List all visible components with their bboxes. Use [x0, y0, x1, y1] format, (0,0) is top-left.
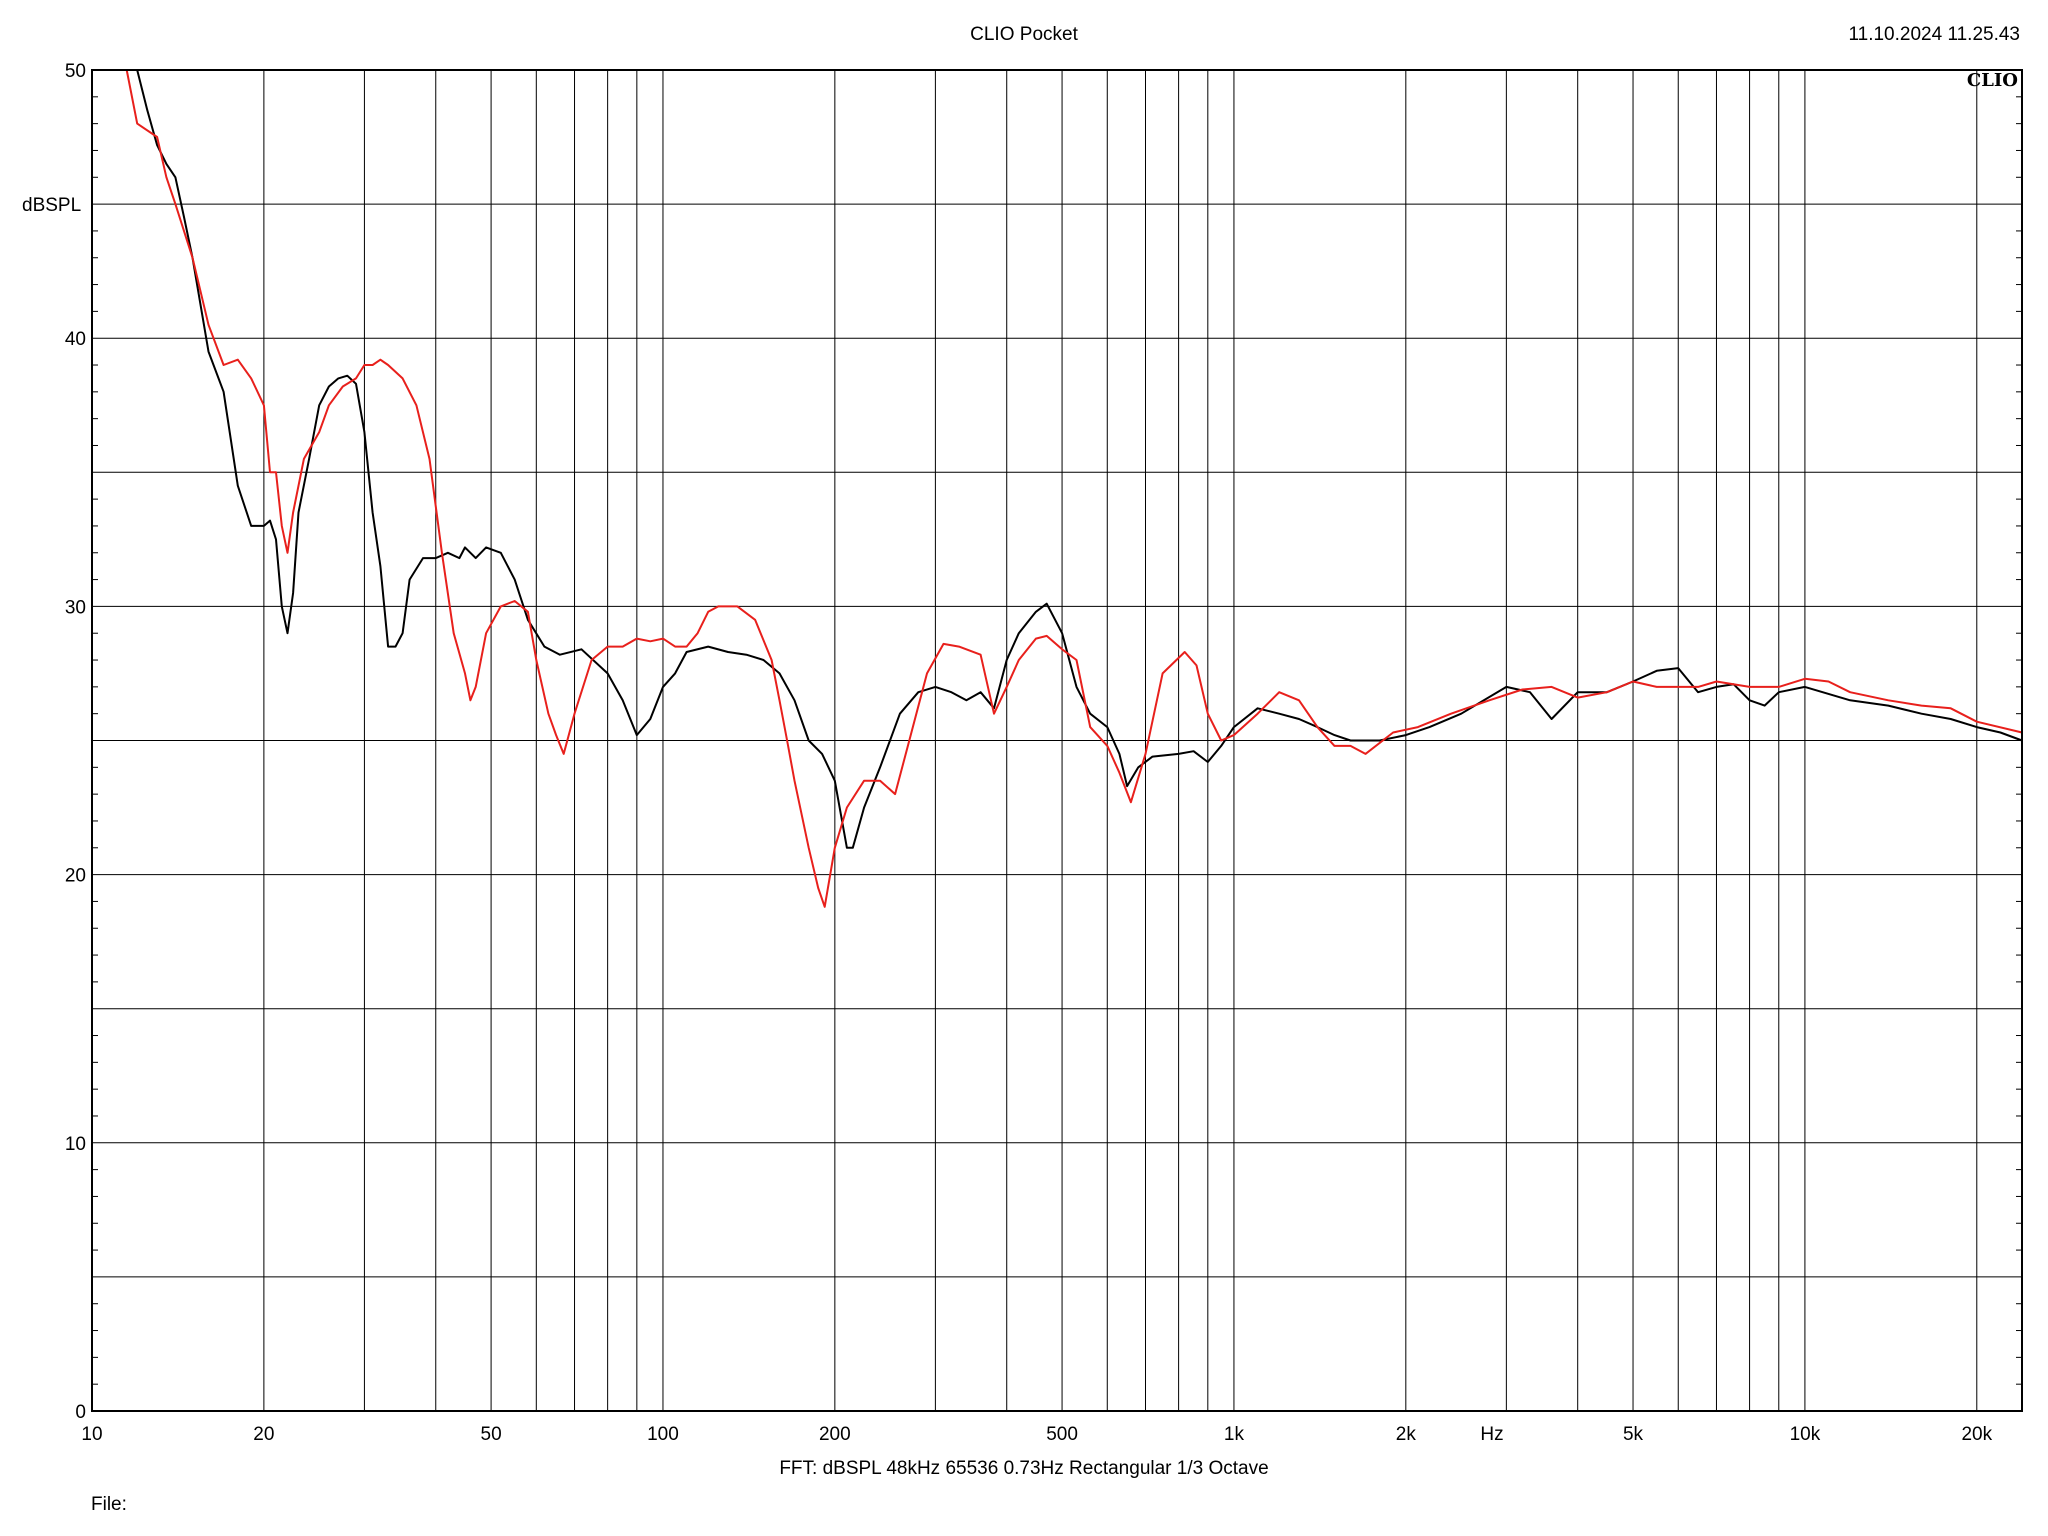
y-tick-label: 30 — [65, 597, 86, 618]
x-tick-label: 200 — [819, 1424, 851, 1445]
y-tick-label: 10 — [65, 1134, 86, 1155]
x-tick-label: 20k — [1961, 1424, 1992, 1445]
clio-watermark: CLIO — [1967, 70, 2018, 91]
x-tick-label: 5k — [1623, 1424, 1644, 1445]
y-tick-label: 20 — [65, 866, 86, 887]
series-line-1 — [136, 69, 2023, 849]
series-line-2 — [125, 69, 2023, 908]
x-tick-label: 2k — [1396, 1424, 1417, 1445]
measurement-settings: FFT: dBSPL 48kHz 65536 0.73Hz Rectangula… — [779, 1458, 1269, 1479]
x-tick-label: 100 — [647, 1424, 679, 1445]
x-tick-label: 1k — [1224, 1424, 1245, 1445]
timestamp: 11.10.2024 11.25.43 — [1848, 24, 2020, 45]
x-tick-label: 500 — [1046, 1424, 1078, 1445]
app-title: CLIO Pocket — [970, 24, 1078, 45]
chart-grid — [92, 70, 2022, 1411]
y-axis-label: dBSPL — [22, 195, 81, 216]
chart-series — [125, 69, 2023, 908]
chart-frame — [91, 69, 2023, 1412]
y-tick-label: 40 — [65, 329, 86, 350]
y-tick-label: 50 — [65, 61, 86, 82]
x-tick-label: 50 — [481, 1424, 502, 1445]
x-unit-label: Hz — [1480, 1424, 1503, 1445]
x-tick-label: 20 — [253, 1424, 274, 1445]
plot-frame — [91, 69, 2023, 1412]
file-label: File: — [91, 1494, 127, 1515]
x-tick-label: 10 — [81, 1424, 102, 1445]
y-tick-label: 0 — [75, 1402, 86, 1423]
x-tick-label: 10k — [1790, 1424, 1821, 1445]
chart-labels: 10 20 50 100 200 500 1k 2k 5k 10k 20kHz01020304050… — [22, 61, 2018, 1445]
